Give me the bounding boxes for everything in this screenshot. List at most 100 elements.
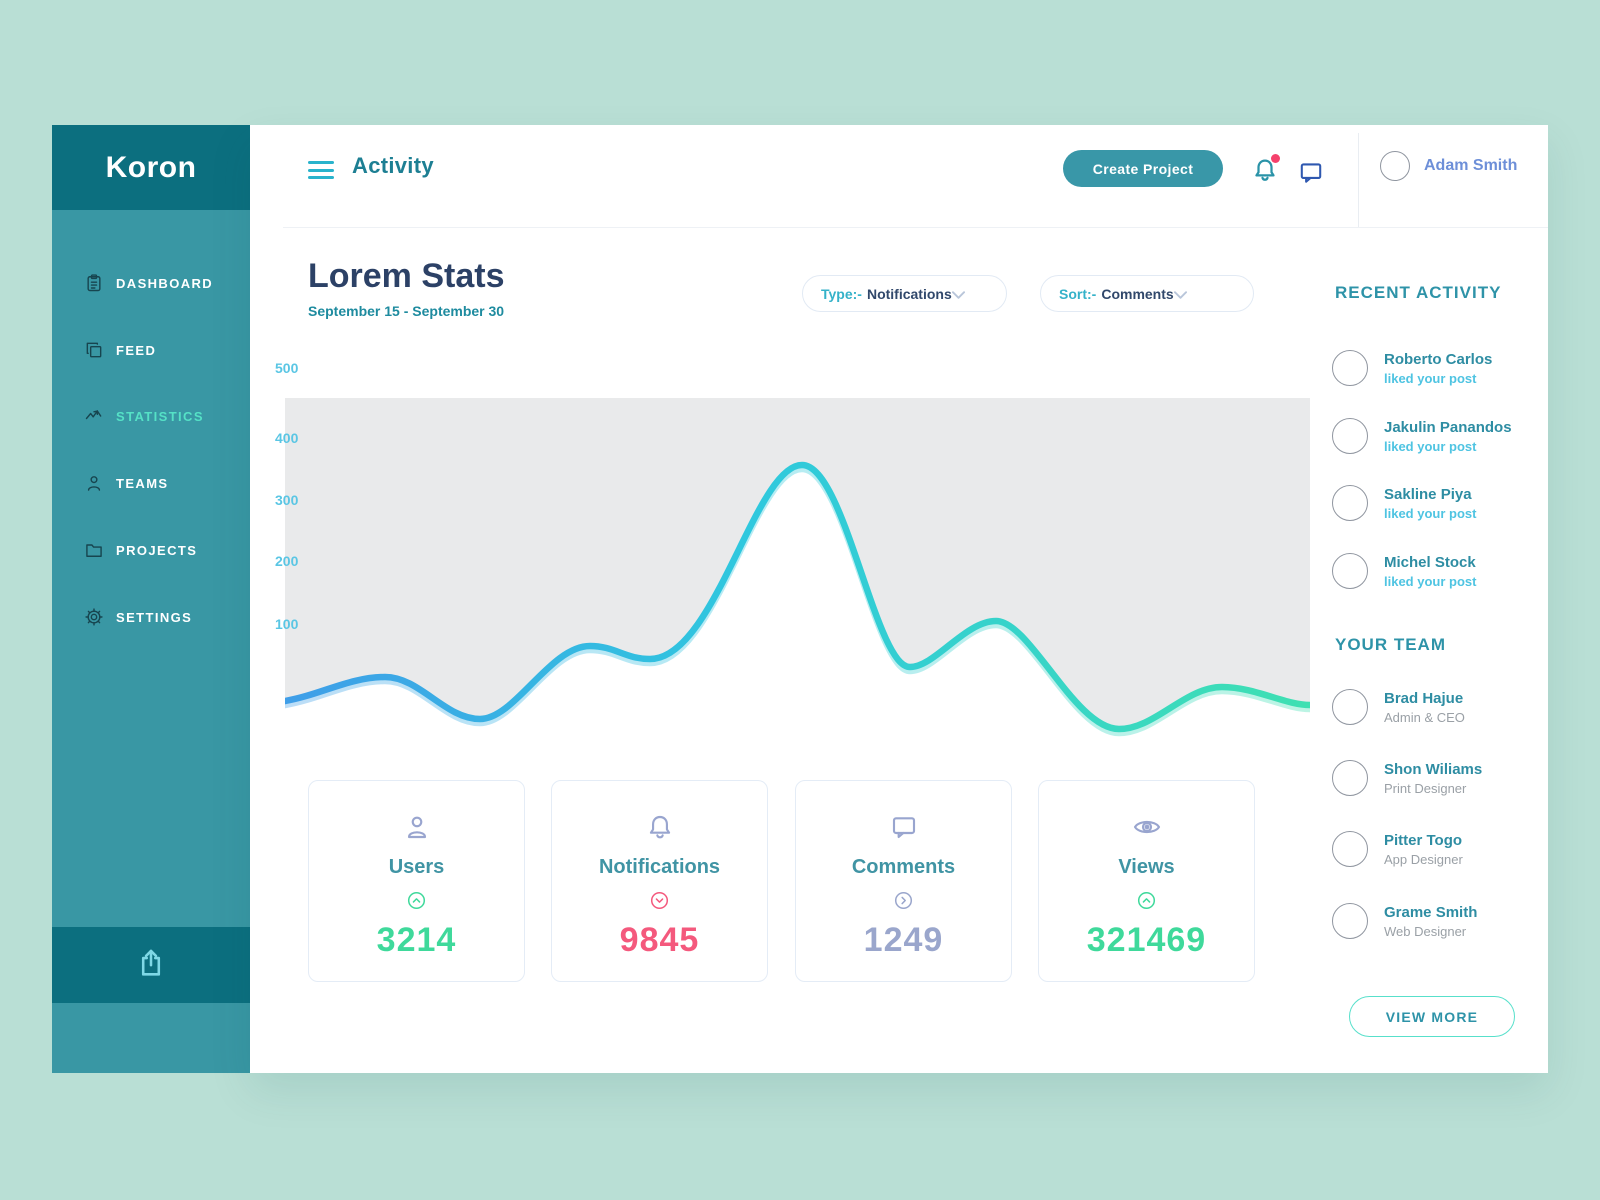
sidebar-item-label: SETTINGS bbox=[116, 609, 193, 625]
team-member-name: Brad Hajue bbox=[1384, 689, 1464, 707]
bell-icon bbox=[1250, 159, 1280, 189]
stats-date-range: September 15 - September 30 bbox=[308, 303, 505, 319]
avatar bbox=[1332, 831, 1368, 867]
activity-name: Jakulin Panandos bbox=[1384, 418, 1512, 436]
topbar-divider bbox=[1358, 133, 1359, 227]
stat-card-comments[interactable]: Comments 1249 bbox=[795, 780, 1012, 982]
avatar bbox=[1332, 689, 1368, 725]
y-axis-tick: 300 bbox=[275, 492, 299, 508]
team-member-name: Pitter Togo bbox=[1384, 831, 1463, 849]
sidebar-item-label: PROJECTS bbox=[116, 542, 198, 558]
chart-line bbox=[281, 461, 1314, 733]
user-menu[interactable]: Adam Smith bbox=[1380, 151, 1517, 181]
header-divider bbox=[283, 227, 1548, 228]
activity-action: liked your post bbox=[1384, 438, 1477, 454]
y-axis-tick: 500 bbox=[275, 360, 299, 376]
stat-card-value: 321469 bbox=[1086, 921, 1207, 959]
chevron-down-icon bbox=[1173, 286, 1187, 302]
y-axis-tick: 400 bbox=[275, 430, 299, 446]
sidebar-item-dashboard[interactable]: DASHBOARD bbox=[52, 268, 250, 298]
avatar bbox=[1332, 760, 1368, 796]
stat-card-value: 3214 bbox=[376, 921, 457, 959]
chart-fill-above bbox=[285, 398, 1310, 729]
comment-icon bbox=[888, 811, 920, 848]
main-card: Activity Create Project Adam Smith Lorem… bbox=[250, 125, 1548, 1073]
type-filter-label: Type:- bbox=[821, 285, 862, 302]
sidebar-item-teams[interactable]: TEAMS bbox=[52, 468, 250, 498]
page-title: Activity bbox=[352, 153, 434, 178]
activity-item[interactable]: Roberto Carlos liked your post bbox=[1332, 350, 1492, 386]
activity-action: liked your post bbox=[1384, 573, 1477, 589]
team-member[interactable]: Brad Hajue Admin & CEO bbox=[1332, 689, 1465, 725]
settings-icon bbox=[84, 607, 104, 627]
stat-card-label: Users bbox=[388, 856, 445, 878]
activity-action: liked your post bbox=[1384, 370, 1477, 386]
type-filter-value: Notifications bbox=[866, 285, 952, 302]
y-axis-tick: 200 bbox=[275, 553, 299, 569]
notification-dot bbox=[1271, 154, 1280, 163]
team-member[interactable]: Pitter Togo App Designer bbox=[1332, 831, 1463, 867]
user-name: Adam Smith bbox=[1424, 157, 1518, 174]
messages-button[interactable] bbox=[1298, 159, 1326, 187]
activity-item[interactable]: Michel Stock liked your post bbox=[1332, 553, 1476, 589]
sidebar-item-statistics[interactable]: STATISTICS bbox=[52, 401, 250, 431]
bell-icon bbox=[644, 811, 676, 848]
stat-card-label: Comments bbox=[851, 856, 956, 878]
avatar bbox=[1332, 553, 1368, 589]
avatar bbox=[1332, 485, 1368, 521]
notifications-button[interactable] bbox=[1250, 154, 1282, 189]
avatar bbox=[1332, 903, 1368, 939]
recent-activity-title: RECENT ACTIVITY bbox=[1335, 283, 1502, 302]
team-member-role: App Designer bbox=[1384, 851, 1463, 867]
stat-card-views[interactable]: Views 321469 bbox=[1038, 780, 1255, 982]
stat-card-label: Views bbox=[1118, 856, 1175, 878]
team-member-name: Grame Smith bbox=[1384, 903, 1478, 921]
activity-name: Roberto Carlos bbox=[1384, 350, 1493, 368]
activity-item[interactable]: Sakline Piya liked your post bbox=[1332, 485, 1476, 521]
sidebar-item-projects[interactable]: PROJECTS bbox=[52, 535, 250, 565]
sidebar-item-settings[interactable]: SETTINGS bbox=[52, 602, 250, 632]
stats-area-chart bbox=[281, 398, 1314, 738]
sidebar: Koron DASHBOARD FEED STATISTICS TEAMS PR… bbox=[52, 125, 250, 1073]
y-axis-tick: 100 bbox=[275, 616, 299, 632]
stats-title: Lorem Stats bbox=[308, 257, 505, 295]
team-member-role: Web Designer bbox=[1384, 923, 1467, 939]
stat-card-notifications[interactable]: Notifications 9845 bbox=[551, 780, 768, 982]
chart-canvas bbox=[281, 398, 1314, 737]
your-team-title: YOUR TEAM bbox=[1335, 635, 1446, 654]
right-circle-icon bbox=[894, 891, 913, 915]
clipboard-icon bbox=[84, 273, 104, 293]
up-circle-icon bbox=[407, 891, 426, 915]
team-member[interactable]: Grame Smith Web Designer bbox=[1332, 903, 1477, 939]
create-project-button[interactable]: Create Project bbox=[1063, 150, 1223, 187]
team-member-role: Print Designer bbox=[1384, 780, 1467, 796]
view-more-button[interactable]: VIEW MORE bbox=[1349, 996, 1515, 1037]
team-member-name: Shon Wiliams bbox=[1384, 760, 1483, 778]
sort-filter-value: Comments bbox=[1101, 285, 1174, 302]
app-logo: Koron bbox=[52, 125, 250, 210]
sidebar-item-label: DASHBOARD bbox=[116, 275, 214, 291]
chevron-down-icon bbox=[951, 286, 965, 302]
sidebar-item-feed[interactable]: FEED bbox=[52, 335, 250, 365]
sidebar-item-label: STATISTICS bbox=[116, 408, 204, 424]
stat-card-users[interactable]: Users 3214 bbox=[308, 780, 525, 982]
up-circle-icon bbox=[1137, 891, 1156, 915]
share-button[interactable] bbox=[52, 927, 250, 1003]
chat-icon bbox=[1298, 163, 1324, 189]
projects-icon bbox=[84, 540, 104, 560]
sort-filter-label: Sort:- bbox=[1059, 285, 1097, 302]
avatar bbox=[1332, 350, 1368, 386]
menu-icon[interactable] bbox=[308, 161, 334, 184]
sidebar-item-label: FEED bbox=[116, 342, 157, 358]
sidebar-item-label: TEAMS bbox=[116, 475, 169, 491]
activity-item[interactable]: Jakulin Panandos liked your post bbox=[1332, 418, 1512, 454]
teams-icon bbox=[84, 473, 104, 493]
feed-icon bbox=[84, 340, 104, 360]
activity-action: liked your post bbox=[1384, 505, 1477, 521]
stat-card-value: 9845 bbox=[619, 921, 700, 959]
sort-filter-dropdown[interactable]: Sort:- Comments bbox=[1040, 275, 1254, 312]
avatar bbox=[1380, 151, 1410, 181]
type-filter-dropdown[interactable]: Type:- Notifications bbox=[802, 275, 1007, 312]
team-member[interactable]: Shon Wiliams Print Designer bbox=[1332, 760, 1482, 796]
share-icon bbox=[134, 946, 168, 985]
